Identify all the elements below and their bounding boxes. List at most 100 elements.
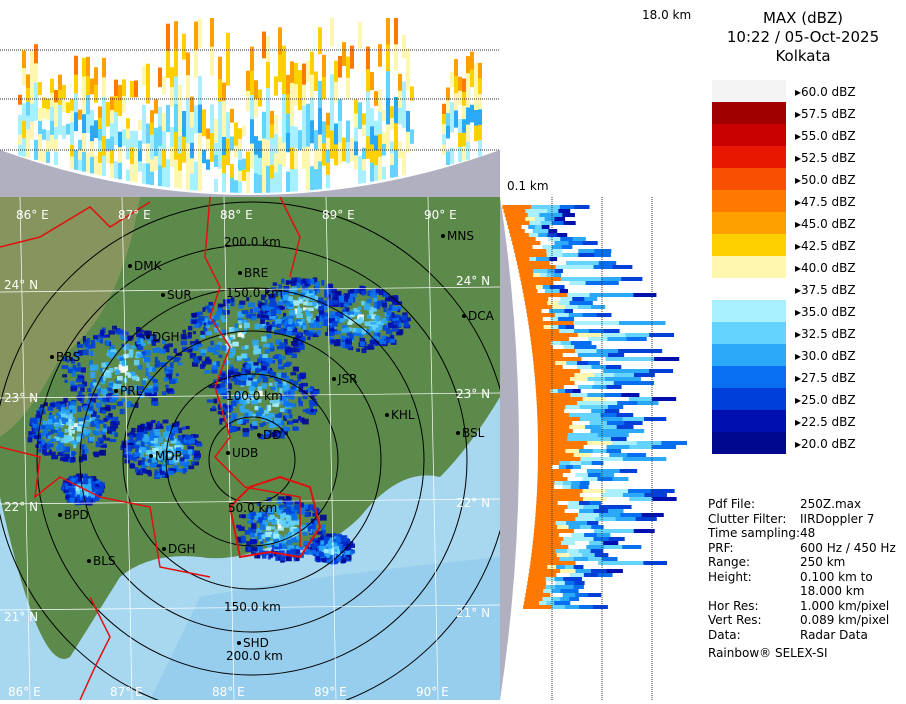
city-label: DCA [468,309,495,323]
city-marker [226,451,230,455]
lon-label-top: 87° E [118,208,151,222]
legend-label: ▸40.0 dBZ [795,261,856,275]
radar-map-svg: 86° E 87° E 88° E 89° E 90° E 86° E 87° E 88° E… [0,196,511,704]
info-key: Hor Res: [708,598,759,613]
city-marker [385,413,389,417]
city-marker [332,377,336,381]
info-key: Data: [708,627,741,642]
info-value: 1.000 km/pixel [800,598,890,613]
radar-map[interactable]: 86° E 87° E 88° E 89° E 90° E 86° E 87° E 88° E… [0,196,511,704]
city-marker [462,314,466,318]
lon-label-top: 89° E [322,208,355,222]
info-key: Time sampling: [708,526,801,540]
legend-label: ▸35.0 dBZ [795,305,856,319]
info-key: Clutter Filter: [708,511,787,526]
city-label: DMK [134,259,163,273]
city-label: MNS [447,229,474,243]
state-borders [0,196,322,701]
legend-label: ▸42.5 dBZ [795,239,856,253]
top-ground-shape [0,150,500,197]
info-value: 250Z.max [800,497,862,511]
city-marker [237,641,241,645]
legend-swatch [712,410,786,432]
info-key: PRF: [708,540,734,555]
top-profile-graph [0,0,500,197]
info-value: 600 Hz / 450 Hz [800,540,896,555]
range-label: 200.0 km [224,235,281,249]
lon-label-bottom: 88° E [212,685,245,699]
info-value: Radar Data [800,627,868,642]
legend-label: ▸25.0 dBZ [795,393,856,407]
map-labels: 86° E 87° E 88° E 89° E 90° E 86° E 87° E 88° E… [4,208,495,699]
lon-label-top: 86° E [16,208,49,222]
city-label: DGH [152,330,180,344]
city-label: BRE [244,266,268,280]
lon-label-top: 90° E [424,208,457,222]
legend-label: ▸30.0 dBZ [795,349,856,363]
city-label: BPD [64,508,89,522]
legend-label: ▸45.0 dBZ [795,217,856,231]
info-key: Vert Res: [708,613,762,627]
city-label: SUR [167,288,192,302]
station-name: Kolkata [775,47,831,65]
legend-label: ▸22.5 dBZ [795,415,856,429]
legend-swatch [712,366,786,388]
city-label: UDB [232,446,258,460]
lon-label-bottom: 86° E [8,685,41,699]
legend-swatch [712,102,786,124]
lat-label-right: 23° N [456,387,490,401]
legend-swatch [712,212,786,234]
legend-label: ▸57.5 dBZ [795,107,856,121]
info-value: IIRDoppler 7 [800,511,875,526]
top-height-label: 18.0 km [642,8,692,22]
city-marker [87,559,91,563]
lon-label-bottom: 90° E [416,685,449,699]
info-value: 48 [800,526,816,540]
product-datetime: 10:22 / 05-Oct-2025 [726,28,880,46]
lat-label-left: 21° N [4,610,38,624]
product-title: MAX (dBZ) [762,9,844,27]
city-marker [162,547,166,551]
legend-label: ▸52.5 dBZ [795,151,856,165]
legend-label: ▸37.5 dBZ [795,283,856,297]
top-profile-svg [0,18,500,197]
legend-label: ▸60.0 dBZ [795,85,856,99]
side-height-label: 0.1 km [507,179,549,193]
info-key: Range: [708,555,751,569]
city-marker [128,264,132,268]
info-value: 250 km [800,555,846,569]
range-label: 50.0 km [228,501,277,515]
legend-swatch [712,124,786,146]
side-profile-graph [500,197,700,700]
lat-label-right: 22° N [456,496,490,510]
city-label: MDP [155,449,182,463]
software-credit: Rainbow® SELEX-SI [708,646,828,660]
city-marker [146,335,150,339]
city-marker [238,271,242,275]
lon-label-top: 88° E [220,208,253,222]
city-label: DGH [168,542,196,556]
legend-swatch [712,234,786,256]
city-marker [257,433,261,437]
lat-label-right: 24° N [456,274,490,288]
lat-label-left: 22° N [4,500,38,514]
city-label: BRS [56,350,80,364]
city-marker [161,293,165,297]
legend-swatch [712,256,786,278]
city-marker [441,234,445,238]
city-label: JSR [337,372,358,386]
legend-swatch [712,80,786,102]
legend-label: ▸55.0 dBZ [795,129,856,143]
city-marker [58,513,62,517]
range-label: 150.0 km [224,600,281,614]
range-label: 150.0 km [226,286,283,300]
info-key: Height: [708,569,752,584]
range-label: 100.0 km [226,389,283,403]
legend-label: ▸20.0 dBZ [795,437,856,451]
city-label: BSL [462,426,485,440]
lat-label-left: 24° N [4,278,38,292]
legend-label: ▸47.5 dBZ [795,195,856,209]
legend-swatch [712,344,786,366]
side-profile-svg [500,197,688,700]
city-marker [114,389,118,393]
